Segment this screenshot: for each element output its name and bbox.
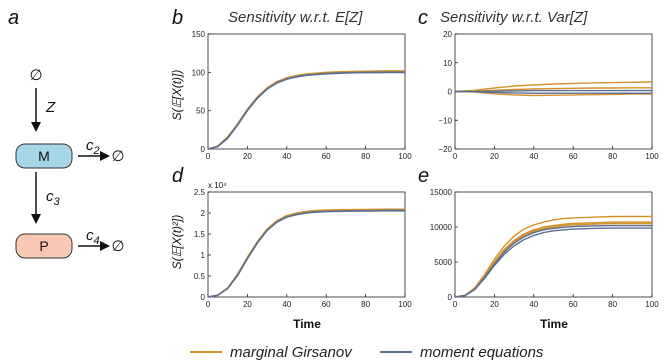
x-tick-label: 40 (282, 300, 291, 309)
x-tick-label: 40 (529, 300, 538, 309)
x-tick-label: 0 (206, 152, 211, 161)
ylabel-d: S(𝔼[X(t)²]) (170, 215, 184, 270)
y-tick-label: 20 (443, 30, 452, 39)
y-tick-label: 0 (448, 88, 453, 97)
xlabel-e: Time (540, 317, 568, 331)
x-tick-label: 60 (322, 300, 331, 309)
y-tick-label: 0.5 (194, 272, 206, 281)
rate-c2: c2 (86, 137, 100, 157)
y-tick-label: −20 (438, 145, 452, 154)
x-tick-label: 20 (243, 152, 252, 161)
x-tick-label: 100 (398, 152, 412, 161)
y-tick-label: 50 (196, 107, 205, 116)
girsanov-series-line-d-0 (208, 209, 405, 297)
girsanov-series-line-e-2 (455, 224, 652, 298)
y-tick-label: 10 (443, 59, 452, 68)
xlabel-d: Time (293, 317, 321, 331)
x-tick-label: 20 (490, 300, 499, 309)
title-b: Sensitivity w.r.t. E[Z] (228, 9, 363, 26)
x-tick-label: 20 (243, 300, 252, 309)
y-tick-label: 100 (192, 68, 206, 77)
y-tick-label: 5000 (434, 258, 452, 267)
y-tick-label: 0 (201, 293, 206, 302)
y-tick-label: 2 (201, 209, 206, 218)
moment-series-line-d-3 (208, 211, 405, 298)
plot-d: 0 20 40 60 80 100 0 0.5 1 1.5 2 2.5 (194, 188, 412, 309)
x-tick-label: 20 (490, 152, 499, 161)
x-tick-label: 60 (569, 300, 578, 309)
moment-series-line-d-2 (208, 211, 405, 297)
legend-label-moment: moment equations (420, 344, 544, 361)
y-tick-label: 2.5 (194, 188, 206, 197)
girsanov-series-line-b-1 (208, 72, 405, 149)
legend-label-girsanov: marginal Girsanov (230, 344, 353, 361)
moment-series-line-c-3 (455, 91, 652, 92)
plot-frame-b (208, 34, 405, 149)
x-tick-label: 80 (608, 152, 617, 161)
rate-c4: c4 (86, 227, 100, 247)
x-tick-label: 60 (569, 152, 578, 161)
x-tick-label: 100 (645, 152, 659, 161)
plot-e: 0 20 40 60 80 100 0 5000 10000 15000 (430, 188, 659, 309)
node-p-label: P (39, 238, 48, 254)
plot-b: 0 20 40 60 80 100 0 50 100 150 (192, 30, 413, 161)
title-c: Sensitivity w.r.t. Var[Z] (440, 9, 588, 26)
y-tick-label: 15000 (430, 188, 453, 197)
panel-label-d: d (172, 165, 184, 187)
reaction-diagram: a ∅ Z M c2 ∅ c3 P c4 ∅ (8, 7, 125, 258)
legend: marginal Girsanov moment equations (190, 344, 544, 361)
y-tick-label: −10 (438, 116, 452, 125)
x-tick-label: 100 (398, 300, 412, 309)
x-tick-label: 40 (529, 152, 538, 161)
y-tick-label: 1.5 (194, 230, 206, 239)
x-tick-label: 80 (608, 300, 617, 309)
x-tick-label: 0 (206, 300, 211, 309)
sink-p-empty-set: ∅ (111, 238, 124, 255)
x-tick-label: 80 (361, 152, 370, 161)
plot-c: 0 20 40 60 80 100 −20 −10 0 10 20 (438, 30, 659, 161)
x-tick-label: 0 (453, 300, 458, 309)
girsanov-series-line-b-0 (208, 71, 405, 149)
node-m-label: M (38, 148, 50, 164)
y-tick-label: 0 (201, 145, 206, 154)
moment-series-line-b-2 (208, 73, 405, 150)
ylabel-b: S(𝔼[X(t)]) (170, 70, 184, 121)
panel-label-e: e (418, 165, 429, 187)
source-empty-set: ∅ (29, 67, 42, 84)
girsanov-series-line-e-1 (455, 222, 652, 297)
x-tick-label: 0 (453, 152, 458, 161)
moment-series-line-e-4 (455, 228, 652, 297)
multiplier-d: x 10⁴ (208, 181, 227, 190)
panel-label-a: a (8, 7, 19, 29)
x-tick-label: 60 (322, 152, 331, 161)
y-tick-label: 1 (201, 251, 206, 260)
panel-label-c: c (418, 7, 428, 29)
y-tick-label: 150 (192, 30, 206, 39)
plot-frame-d (208, 192, 405, 297)
y-tick-label: 10000 (430, 223, 453, 232)
x-tick-label: 100 (645, 300, 659, 309)
x-tick-label: 40 (282, 152, 291, 161)
plot-frame-e (455, 192, 652, 297)
y-tick-label: 0 (448, 293, 453, 302)
moment-series-line-e-3 (455, 226, 652, 297)
panel-label-b: b (172, 7, 183, 29)
sink-m-empty-set: ∅ (111, 148, 124, 165)
x-tick-label: 80 (361, 300, 370, 309)
rate-c3: c3 (46, 188, 61, 208)
moment-series-line-b-3 (208, 72, 405, 149)
girsanov-series-line-d-1 (208, 210, 405, 297)
rate-z: Z (45, 99, 56, 116)
